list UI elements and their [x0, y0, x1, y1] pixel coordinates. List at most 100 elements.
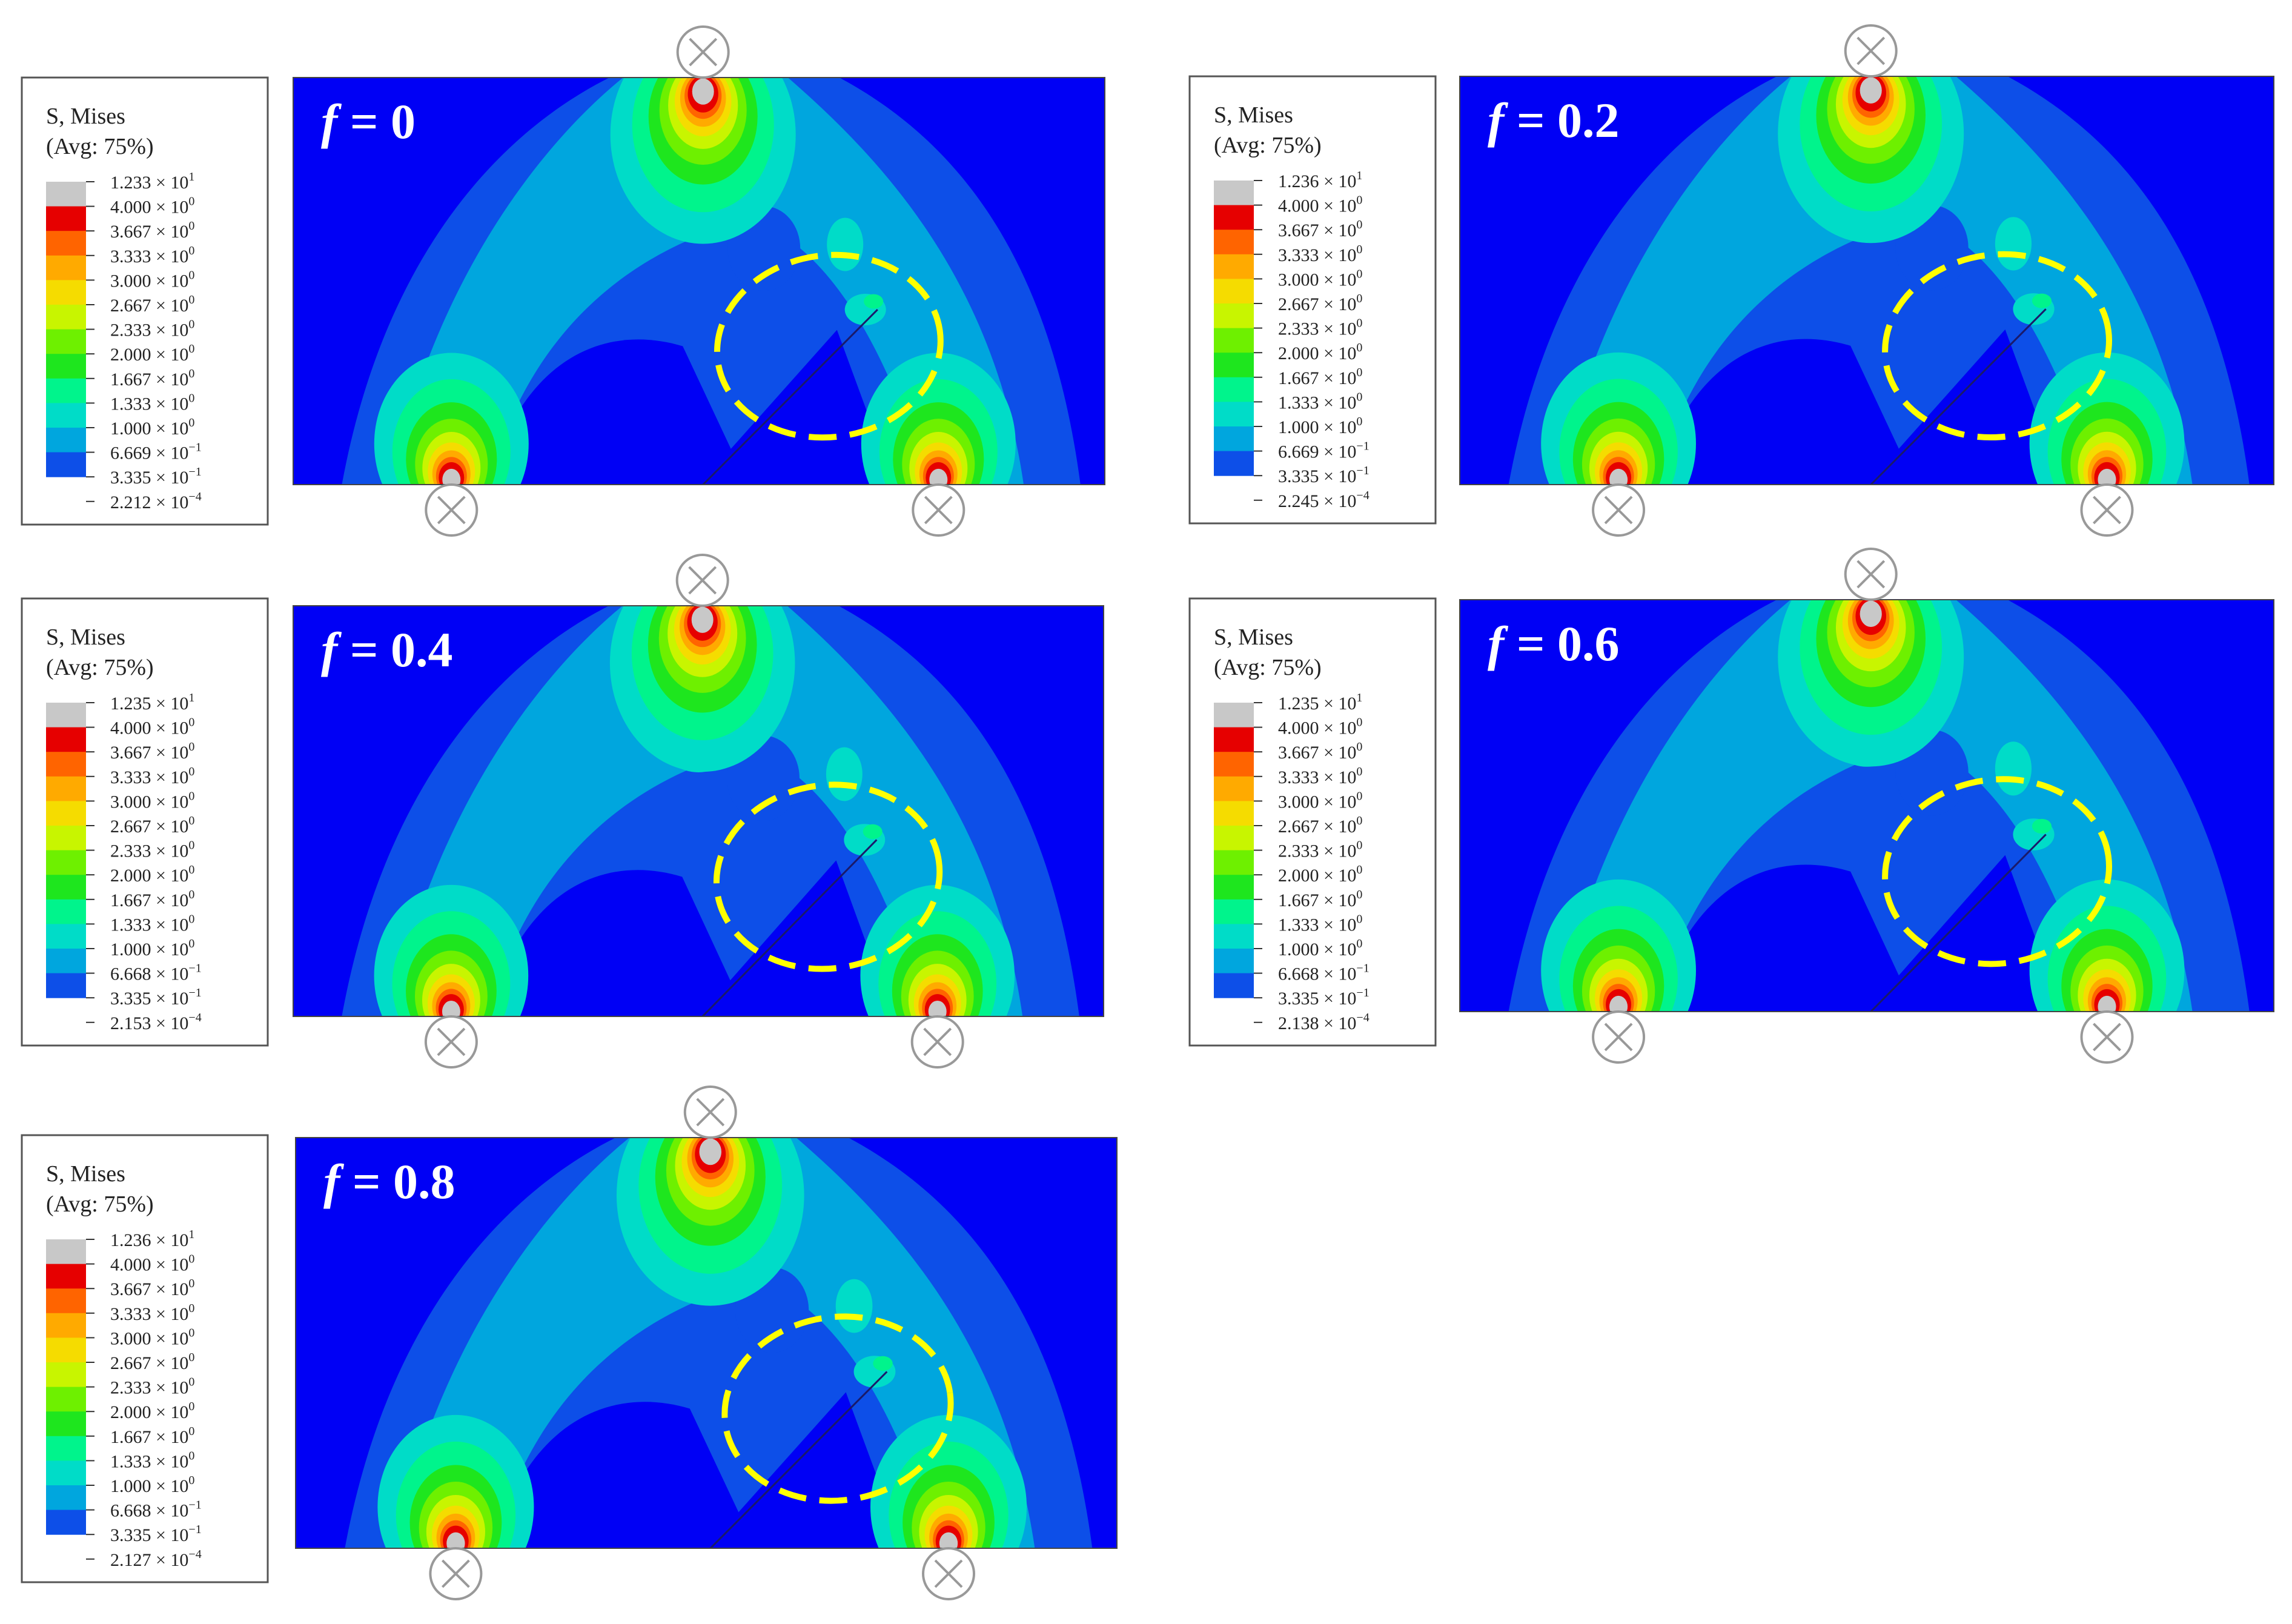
stress-concentration [442, 1000, 460, 1016]
legend-color-band [46, 801, 86, 826]
legend-color-band [1214, 850, 1254, 875]
legend-tick-label: 2.245 × 10−4 [1278, 489, 1370, 511]
legend-tick-label: 1.667 × 100 [110, 1425, 194, 1447]
legend-color-band [46, 1460, 86, 1486]
legend-color-band [1214, 899, 1254, 924]
friction-label: f = 0.8 [323, 1154, 455, 1209]
legend-tick-label: 2.000 × 100 [1278, 863, 1362, 886]
contour-plot [293, 78, 1105, 485]
legend-tick-label: 6.668 × 10−1 [110, 1499, 202, 1521]
legend-color-band [46, 1387, 86, 1412]
stress-band [1557, 600, 2193, 1012]
legend-tick-label: 1.667 × 100 [110, 888, 194, 910]
legend-color-band [46, 255, 86, 280]
legend-color-band [46, 1411, 86, 1437]
legend-color-band [1214, 924, 1254, 949]
legend-color-band [1214, 973, 1254, 998]
legend-tick-label: 1.333 × 100 [1278, 912, 1362, 935]
legend-tick-label: 1.235 × 101 [1278, 691, 1362, 714]
crack-tip-stress [864, 294, 884, 309]
crack-line [701, 839, 878, 1016]
stress-concentration [2098, 995, 2116, 1012]
crack-tip-stress [873, 1356, 893, 1371]
legend-color-band [1214, 303, 1254, 329]
low-stress-region [492, 1402, 756, 1548]
legend-color-band [46, 826, 86, 851]
legend-color-band [1214, 279, 1254, 304]
low-stress-region [1655, 339, 1916, 485]
left-support-icon [1592, 1010, 1646, 1064]
stress-concentration [446, 1532, 465, 1548]
top-load-support-icon [683, 1085, 737, 1139]
legend-tick-label: 3.667 × 100 [110, 740, 194, 763]
left-support-icon [425, 483, 479, 537]
stress-concentration [2098, 468, 2116, 485]
legend-color-band [46, 354, 86, 379]
legend-color-band [1214, 254, 1254, 279]
right-support-icon [2080, 1010, 2134, 1064]
legend-tick-label: 3.335 × 10−1 [110, 465, 202, 488]
legend-tick-label: 3.667 × 100 [110, 219, 194, 242]
legend-box: S, Mises (Avg: 75%) 1.236 × 101 4.000 × 100… [1188, 75, 1437, 525]
legend-tick-label: 3.000 × 100 [1278, 789, 1362, 812]
legend-color-band [46, 973, 86, 998]
crack-line [709, 1371, 888, 1548]
legend-tick-label: 3.667 × 100 [110, 1277, 194, 1299]
legend-title: S, Mises [1214, 102, 1293, 128]
top-load-support-icon [1844, 24, 1898, 78]
legend-tick-label: 1.000 × 100 [110, 416, 194, 439]
legend-tick-label: 2.667 × 100 [110, 814, 194, 837]
crack-line [702, 308, 878, 485]
legend-tick-label: 3.333 × 100 [1278, 243, 1362, 265]
legend-tick-label: 2.000 × 100 [1278, 341, 1362, 363]
legend-tick-label: 3.333 × 100 [110, 244, 194, 267]
legend-tick-label: 3.000 × 100 [110, 1326, 194, 1348]
legend-tick-label: 2.212 × 10−4 [110, 490, 202, 512]
legend-tick-label: 1.000 × 100 [1278, 937, 1362, 959]
legend-subtitle: (Avg: 75%) [1214, 655, 1322, 680]
legend-color-band [46, 452, 86, 477]
legend-subtitle: (Avg: 75%) [46, 1191, 154, 1217]
legend-tick-label: 3.000 × 100 [110, 268, 194, 291]
legend-tick-label: 4.000 × 100 [1278, 194, 1362, 216]
stress-band [1557, 76, 2193, 485]
stress-concentration [1609, 468, 1628, 485]
legend-title: S, Mises [46, 625, 125, 650]
left-support-icon [424, 1015, 478, 1069]
crack-tip-stress [1995, 741, 2032, 796]
crack-zone-annotation [714, 251, 944, 441]
legend-tick-label: 2.333 × 100 [110, 839, 194, 861]
legend-tick-label: 1.236 × 101 [110, 1228, 194, 1250]
legend-tick-label: 2.667 × 100 [1278, 814, 1362, 837]
legend-color-band [1214, 426, 1254, 452]
stress-concentration [928, 1000, 947, 1016]
legend-tick-label: 3.335 × 10−1 [110, 1523, 202, 1545]
legend-box: S, Mises (Avg: 75%) 1.236 × 101 4.000 × 100… [21, 1134, 269, 1583]
legend-tick-label: 2.127 × 10−4 [110, 1548, 202, 1570]
legend-color-band [46, 305, 86, 330]
legend-color-band [46, 875, 86, 900]
crack-line [1870, 308, 2047, 485]
legend-tick-label: 1.000 × 100 [110, 1474, 194, 1496]
legend-tick-label: 2.667 × 100 [110, 1351, 194, 1373]
crack-zone-annotation [713, 781, 943, 972]
stress-concentration [692, 78, 714, 105]
legend-tick-label: 1.667 × 100 [1278, 888, 1362, 910]
legend-color-band [1214, 801, 1254, 826]
legend-color-band [46, 924, 86, 949]
stress-concentration [1609, 995, 1628, 1012]
legend-tick-label: 4.000 × 100 [110, 716, 194, 738]
crack-tip-stress [1995, 217, 2032, 271]
legend-color-band [1214, 826, 1254, 851]
legend-tick-label: 1.333 × 100 [1278, 390, 1362, 413]
legend-color-band [46, 1510, 86, 1535]
legend-color-band [46, 1288, 86, 1314]
legend-tick-label: 6.668 × 10−1 [110, 962, 202, 984]
legend-tick-label: 4.000 × 100 [110, 195, 194, 217]
crack-zone-annotation [1882, 776, 2112, 967]
legend-tick-label: 1.235 × 101 [110, 691, 194, 714]
legend-subtitle: (Avg: 75%) [46, 134, 154, 159]
stress-band [390, 606, 1023, 1016]
low-stress-region [698, 860, 893, 1016]
